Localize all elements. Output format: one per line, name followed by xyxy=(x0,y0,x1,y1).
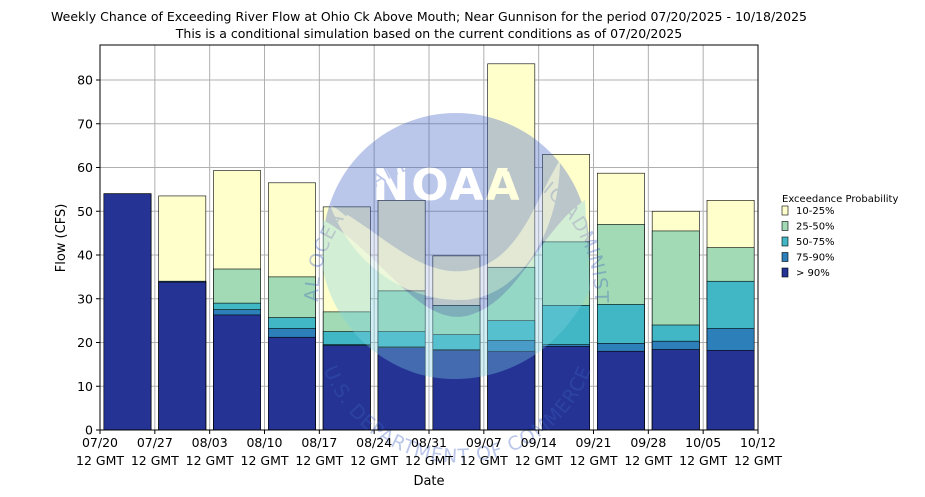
y-tick-label: 20 xyxy=(77,335,93,350)
chart-title: Weekly Chance of Exceeding River Flow at… xyxy=(51,9,807,24)
x-tick-label-date: 08/31 xyxy=(411,435,447,450)
y-tick-label: 60 xyxy=(77,160,93,175)
legend-swatch xyxy=(781,205,789,216)
x-tick-label-date: 07/20 xyxy=(82,435,118,450)
x-tick-label-time: 12 GMT xyxy=(515,453,563,468)
bar-90-week-7 xyxy=(432,350,481,431)
noaa-logo-bird xyxy=(330,160,560,300)
legend-label: > 90% xyxy=(796,268,830,279)
legend-swatch xyxy=(781,252,789,262)
y-tick-label: 30 xyxy=(77,291,93,306)
x-tick-label-time: 12 GMT xyxy=(460,453,508,468)
x-tick-label-time: 12 GMT xyxy=(76,453,124,468)
x-tick-label-date: 09/07 xyxy=(466,435,502,450)
y-axis-label: Flow (CFS) xyxy=(54,204,69,273)
y-tick-label: 40 xyxy=(77,248,93,263)
y-tick-label: 50 xyxy=(77,204,93,219)
x-tick-label-time: 12 GMT xyxy=(679,453,727,468)
x-tick-label-date: 10/12 xyxy=(740,435,776,450)
x-tick-label-date: 09/28 xyxy=(630,435,666,450)
x-tick-label-time: 12 GMT xyxy=(734,453,782,468)
x-tick-label-date: 08/10 xyxy=(246,435,282,450)
legend-title: Exceedance Probability xyxy=(782,194,898,205)
x-tick-label-time: 12 GMT xyxy=(186,453,234,468)
x-tick-label-date: 10/05 xyxy=(685,435,721,450)
bar-90-week-1 xyxy=(103,193,152,431)
y-axis: 0 10 20 30 40 50 60 70 80 xyxy=(77,73,100,438)
bar-90-week-12 xyxy=(706,350,755,431)
x-tick-label-time: 12 GMT xyxy=(295,453,343,468)
legend-swatch xyxy=(781,221,789,231)
legend-label: 75-90% xyxy=(796,253,835,264)
x-tick-label-time: 12 GMT xyxy=(624,453,672,468)
bar-90-week-4 xyxy=(268,336,316,431)
y-tick-label: 0 xyxy=(85,423,93,438)
legend: Exceedance Probability 10-25% 25-50% 50-75… xyxy=(781,194,898,279)
x-axis-label: Date xyxy=(413,474,444,489)
x-tick-label-time: 12 GMT xyxy=(131,453,179,468)
legend-label: 50-75% xyxy=(796,237,835,248)
legend-label: 25-50% xyxy=(796,222,835,233)
x-tick-label-date: 08/17 xyxy=(301,435,337,450)
bar-90-week-3 xyxy=(213,314,261,431)
x-tick-label-date: 09/14 xyxy=(521,435,557,450)
y-tick-label: 10 xyxy=(77,379,93,394)
bar-90-week-10 xyxy=(597,350,645,431)
chart-subtitle: This is a conditional simulation based o… xyxy=(175,26,682,41)
grid-lines xyxy=(100,45,758,430)
bar-90-week-2 xyxy=(158,281,207,431)
x-tick-label-date: 08/24 xyxy=(356,435,392,450)
legend-label: 10-25% xyxy=(796,206,835,217)
noaa-logo-text: NOAA xyxy=(372,160,521,211)
bar-90-week-5 xyxy=(322,345,371,431)
bar-90-week-11 xyxy=(651,349,700,431)
legend-swatch xyxy=(781,236,789,247)
bar-90-week-6 xyxy=(377,347,426,431)
x-tick-label-time: 12 GMT xyxy=(350,453,398,468)
legend-entries: 10-25% 25-50% 50-75% 75-90% > 90% xyxy=(781,205,835,279)
x-axis: 07/20 12 GMT 07/27 12 GMT 08/03 12 GMT 08/10 12… xyxy=(76,430,782,468)
x-tick-label-time: 12 GMT xyxy=(405,453,453,468)
x-tick-label-time: 12 GMT xyxy=(570,453,618,468)
legend-swatch xyxy=(781,267,789,278)
y-tick-label: 70 xyxy=(77,116,93,131)
x-tick-label-time: 12 GMT xyxy=(241,453,289,468)
x-tick-label-date: 09/21 xyxy=(575,435,611,450)
y-tick-label: 80 xyxy=(77,73,93,88)
x-tick-label-date: 07/27 xyxy=(137,435,173,450)
noaa-logo-disc xyxy=(323,113,589,379)
noaa-logo-wave xyxy=(323,200,590,380)
x-tick-label-date: 08/03 xyxy=(192,435,228,450)
